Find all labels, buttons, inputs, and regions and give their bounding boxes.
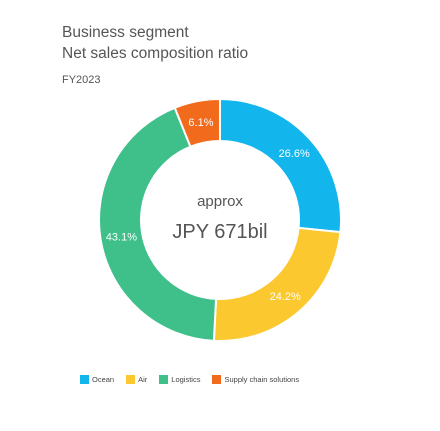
legend-swatch [126, 375, 136, 384]
center-label-amount: JPY 671bil [172, 221, 267, 243]
legend-item-ocean: Ocean [80, 375, 114, 384]
legend-label: Ocean [92, 375, 115, 384]
slice-air [212, 226, 342, 342]
chart-title: Business segment Net sales composition r… [62, 22, 248, 64]
slice-label-ocean: 26.6% [279, 148, 310, 160]
slice-label-supply-chain-solutions: 6.1% [188, 117, 213, 129]
title-line-1: Business segment [62, 24, 189, 41]
legend-label: Supply chain solutions [224, 375, 300, 384]
legend-label: Air [138, 375, 148, 384]
legend-item-air: Air [126, 375, 147, 384]
chart-subtitle: FY2023 [62, 74, 101, 86]
legend-swatch [212, 375, 222, 384]
slice-ocean [219, 97, 342, 234]
title-line-2: Net sales composition ratio [62, 45, 249, 62]
slice-label-logistics: 43.1% [106, 232, 137, 244]
legend-swatch [159, 375, 169, 384]
legend-swatch [80, 375, 89, 384]
legend-label: Logistics [171, 375, 201, 384]
legend-item-supply-chain-solutions: Supply chain solutions [212, 375, 299, 384]
legend-item-logistics: Logistics [159, 375, 200, 384]
chart-legend: Ocean Air Logistics Supply chain solutions [80, 375, 299, 384]
slice-supply-chain-solutions [173, 97, 221, 149]
slice-label-air: 24.2% [270, 291, 301, 303]
slice-logistics [98, 106, 218, 342]
center-label-approx: approx [197, 193, 243, 210]
